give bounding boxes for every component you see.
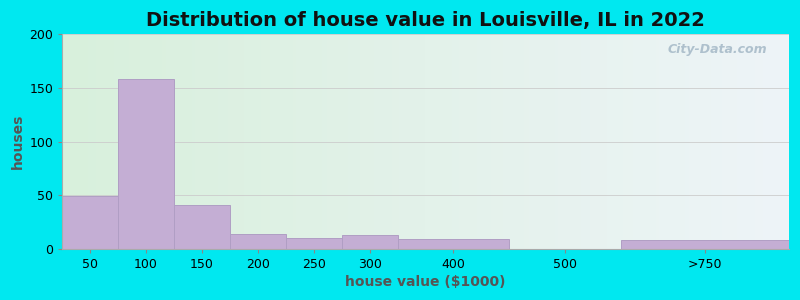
Bar — [62, 196, 118, 249]
Title: Distribution of house value in Louisville, IL in 2022: Distribution of house value in Louisvill… — [146, 11, 705, 30]
Bar — [286, 238, 342, 249]
Bar — [621, 240, 789, 249]
Y-axis label: houses: houses — [11, 114, 25, 169]
Bar — [174, 205, 230, 249]
X-axis label: house value ($1000): house value ($1000) — [346, 275, 506, 289]
Bar — [118, 80, 174, 249]
Bar — [230, 234, 286, 249]
Bar — [342, 235, 398, 249]
Text: City-Data.com: City-Data.com — [667, 43, 767, 56]
Bar — [398, 239, 510, 249]
